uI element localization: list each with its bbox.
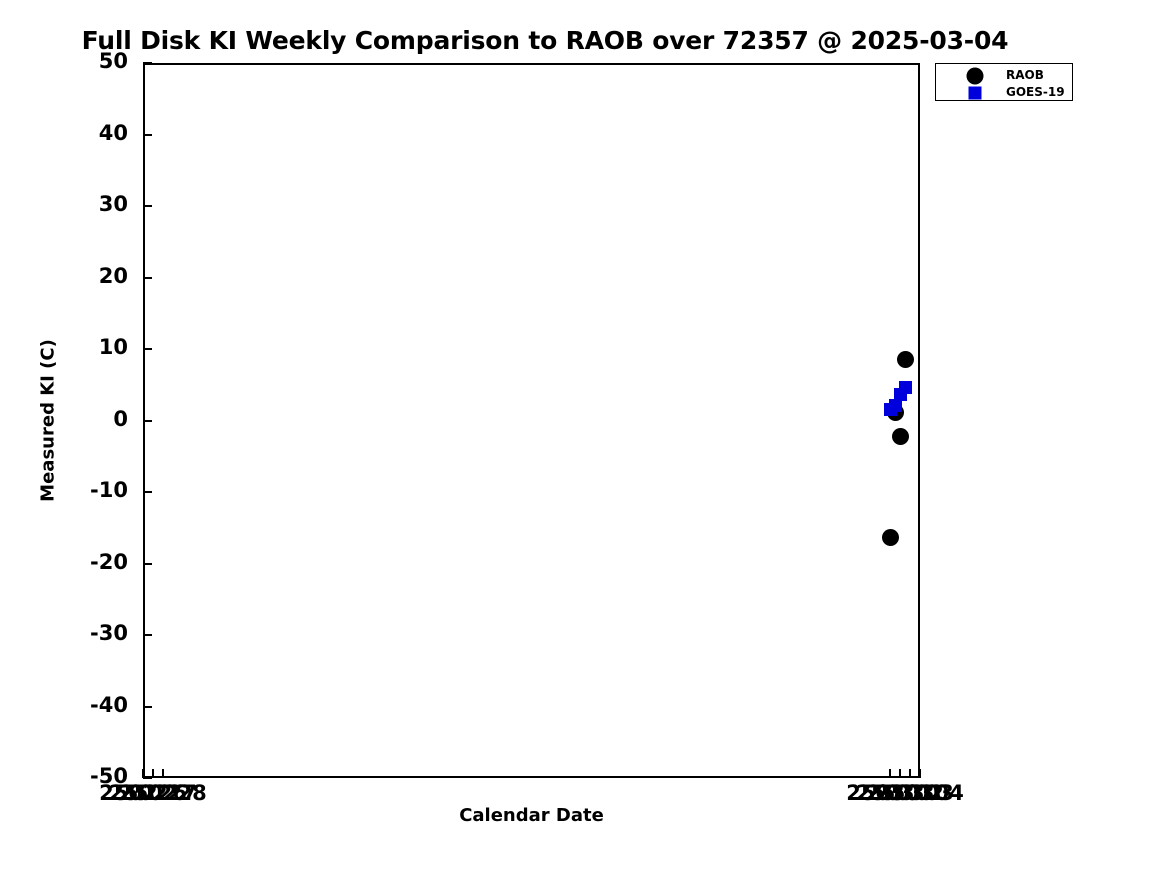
legend-marker <box>962 84 988 101</box>
y-tick-label: 20 <box>98 263 128 288</box>
x-tick-label: 250228 <box>119 781 207 805</box>
y-tick-label: -20 <box>90 549 128 574</box>
x-tick-label: 250304 <box>876 781 964 805</box>
x-tick-label: 250227 <box>109 781 197 805</box>
y-tick-label: 40 <box>98 120 128 145</box>
y-axis-label: Measured KI (C) <box>37 339 59 502</box>
x-tick-mark <box>889 769 892 778</box>
y-tick-mark <box>143 491 152 493</box>
y-tick-label: 50 <box>98 49 128 73</box>
x-tick-label: 250303 <box>866 781 954 805</box>
y-tick-label: -50 <box>90 764 128 788</box>
x-tick-label: 250226 <box>99 781 187 805</box>
y-tick-label: 10 <box>98 335 128 359</box>
x-axis-label: Calendar Date <box>459 805 604 826</box>
y-tick-mark <box>143 705 152 708</box>
y-tick-label: -30 <box>90 621 128 645</box>
x-tick-label: 250302 <box>856 781 944 805</box>
data-point-raob <box>891 427 909 445</box>
x-tick-mark <box>161 769 164 778</box>
x-tick-mark <box>909 769 912 778</box>
x-tick-mark <box>142 769 144 778</box>
y-tick-mark <box>143 348 152 350</box>
data-point-circle-marker <box>966 67 984 84</box>
y-tick-mark <box>143 419 152 422</box>
x-tick-mark <box>899 769 902 778</box>
legend: RAOB GOES-19 <box>935 63 1073 101</box>
y-tick-mark <box>143 777 152 779</box>
plot-area <box>143 63 920 778</box>
data-point-goes-19 <box>888 398 902 412</box>
legend-label: GOES-19 <box>1006 85 1065 99</box>
y-tick-label: 0 <box>113 406 128 431</box>
legend-entry: RAOB <box>936 67 1074 84</box>
page-title: Full Disk KI Weekly Comparison to RAOB o… <box>81 26 1009 55</box>
legend-entry: GOES-19 <box>936 84 1074 101</box>
legend-marker <box>962 67 988 84</box>
legend-label: RAOB <box>1006 68 1044 82</box>
data-point-raob <box>881 529 899 547</box>
data-point-raob <box>896 351 914 369</box>
x-tick-label: 250301 <box>846 781 934 805</box>
x-tick-mark <box>919 769 921 778</box>
y-tick-mark <box>143 205 152 207</box>
y-tick-mark <box>143 276 152 279</box>
y-tick-label: -40 <box>90 692 128 717</box>
data-point-square-marker <box>968 86 982 99</box>
y-tick-mark <box>143 62 152 64</box>
data-point-goes-19 <box>898 381 912 395</box>
y-tick-mark <box>143 634 152 636</box>
x-tick-mark <box>151 769 154 778</box>
y-tick-label: 30 <box>98 192 128 216</box>
y-tick-label: -10 <box>90 478 128 502</box>
y-tick-mark <box>143 562 152 565</box>
y-tick-mark <box>143 133 152 136</box>
